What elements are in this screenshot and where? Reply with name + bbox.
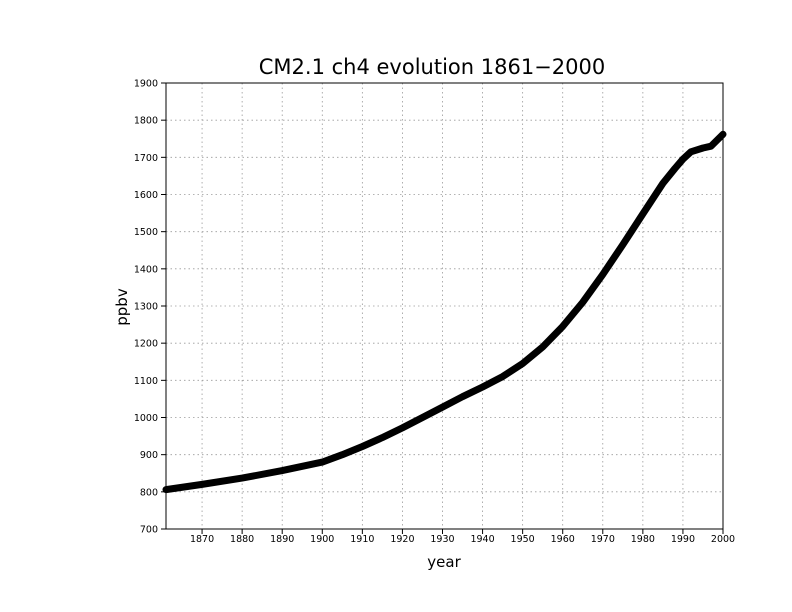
y-tick-label: 1700 — [134, 153, 158, 164]
y-tick-label: 900 — [140, 450, 158, 461]
y-tick-label: 1000 — [134, 413, 158, 424]
y-tick-label: 1800 — [134, 116, 158, 127]
x-tick-label: 1920 — [390, 534, 414, 545]
x-tick-label: 1870 — [190, 534, 214, 545]
y-axis-label: ppbv — [113, 288, 131, 326]
x-tick-label: 1940 — [470, 534, 494, 545]
series-line-ch4 — [162, 130, 727, 494]
y-tick-label: 700 — [140, 525, 158, 536]
x-tick-label: 1990 — [671, 534, 695, 545]
x-tick-label: 1950 — [511, 534, 535, 545]
x-tick-label: 1910 — [350, 534, 374, 545]
y-tick-label: 1300 — [134, 302, 158, 313]
x-tick-label: 1880 — [230, 534, 254, 545]
y-tick-label: 1900 — [134, 79, 158, 90]
plot-frame — [165, 82, 724, 530]
y-tick-label: 1200 — [134, 339, 158, 350]
x-tick-label: 2000 — [711, 534, 735, 545]
y-tick-label: 1400 — [134, 264, 158, 275]
x-tick-label: 1900 — [310, 534, 334, 545]
x-tick-label: 1890 — [270, 534, 294, 545]
x-tick-label: 1930 — [430, 534, 454, 545]
chart-title: CM2.1 ch4 evolution 1861−2000 — [259, 55, 605, 79]
series-layer — [162, 130, 727, 494]
y-tick-label: 1100 — [134, 376, 158, 387]
axis-ticks: 1870 1880 1890 1900 1910 1920 1930 1940 1950 1960… — [134, 79, 735, 546]
y-tick-label: 1600 — [134, 190, 158, 201]
x-tick-label: 1980 — [631, 534, 655, 545]
x-axis-label: year — [427, 553, 461, 571]
y-tick-label: 1500 — [134, 227, 158, 238]
grid-lines — [166, 83, 723, 529]
y-tick-label: 800 — [140, 487, 158, 498]
x-tick-label: 1970 — [591, 534, 615, 545]
x-tick-label: 1960 — [551, 534, 575, 545]
